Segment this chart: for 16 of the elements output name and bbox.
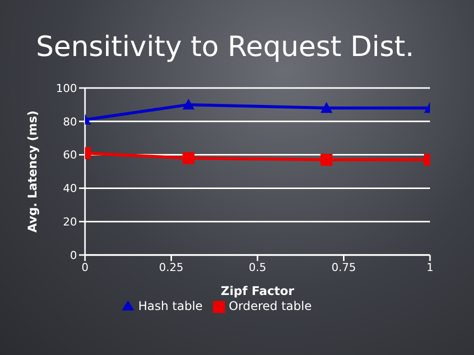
y-tick-label: 40 <box>63 182 77 196</box>
y-tick-label: 20 <box>63 216 77 229</box>
y-tick-label: 80 <box>63 115 77 128</box>
x-tick-label: 0.5 <box>248 260 266 274</box>
x-tick-label: 0 <box>82 260 88 274</box>
x-tick-label: 0.25 <box>159 260 184 274</box>
x-tick-label: 0.75 <box>332 260 356 274</box>
y-axis-title: Avg. Latency (ms) <box>25 110 40 232</box>
y-tick-label: 60 <box>63 148 77 162</box>
y-tick-label: 100 <box>56 82 77 95</box>
legend-label: Hash table <box>138 299 203 313</box>
legend-label: Ordered table <box>228 299 312 313</box>
chart-title: Sensitivity to Request Dist. <box>36 30 414 63</box>
x-tick-label: 1 <box>426 260 434 274</box>
y-tick-label: 0 <box>70 248 77 262</box>
x-axis-title: Zipf Factor <box>220 284 294 298</box>
